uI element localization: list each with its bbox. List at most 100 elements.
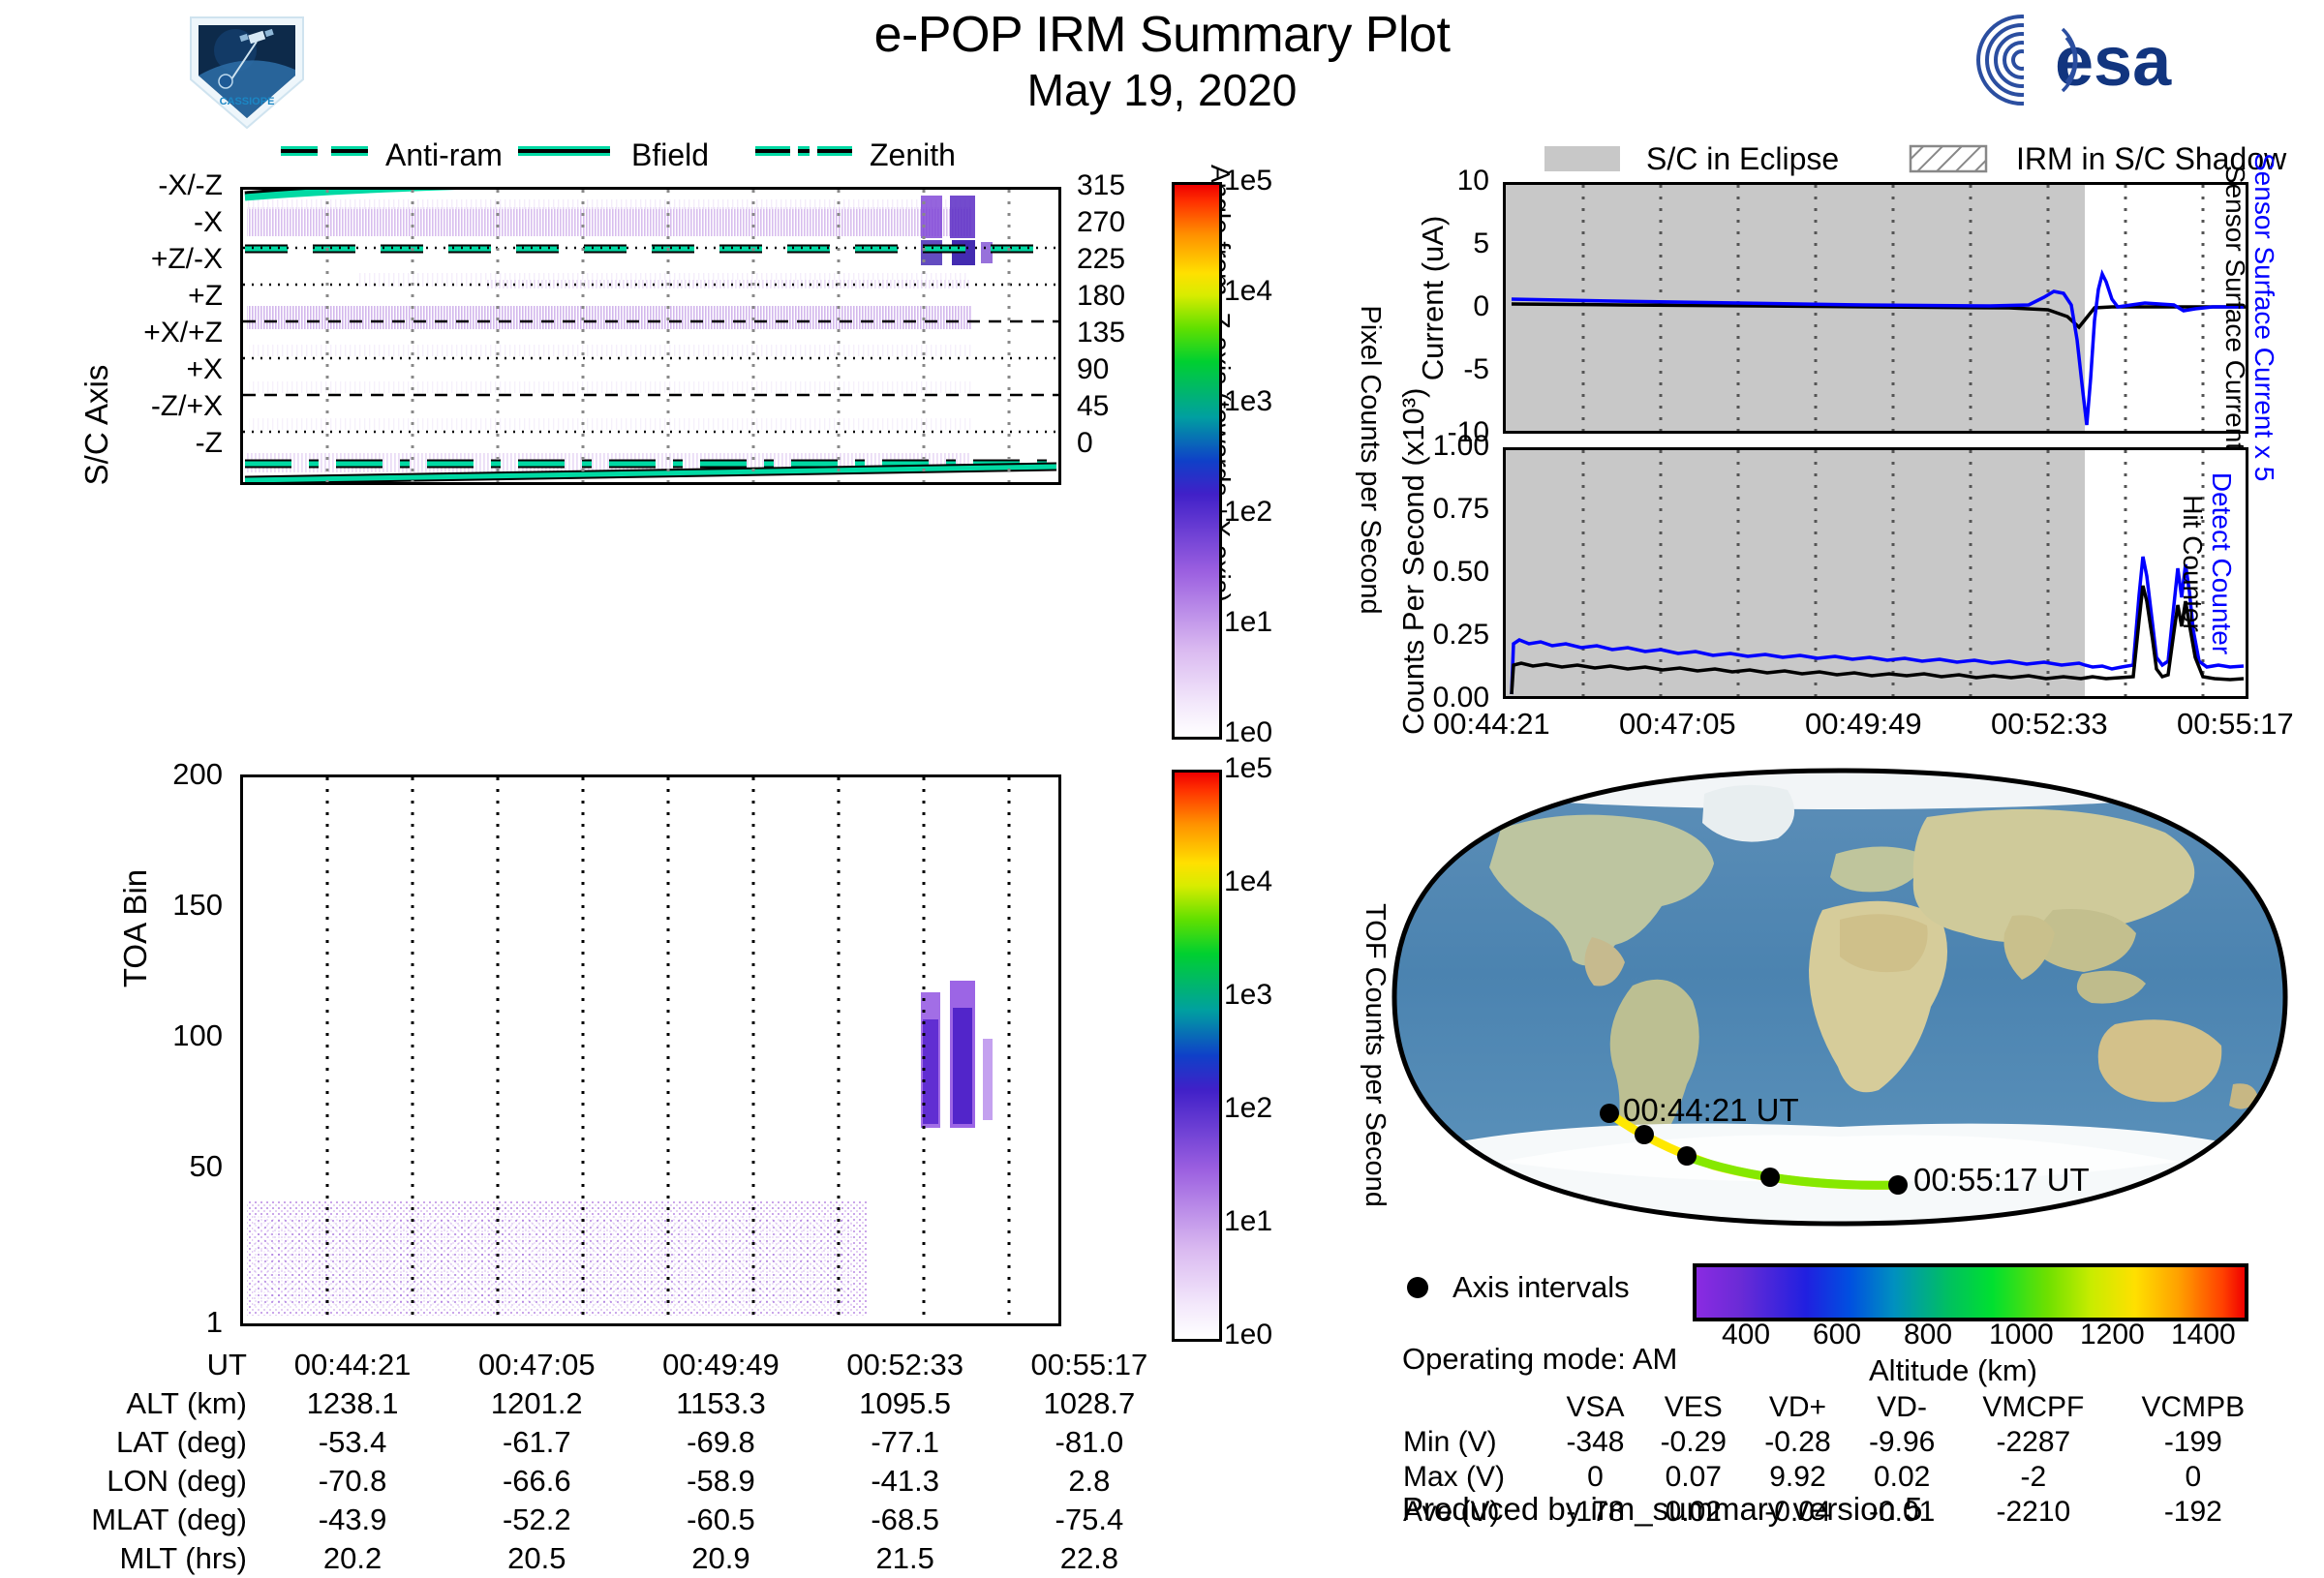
cell: -81.0 [1055,1425,1124,1459]
cell: 21.5 [875,1541,934,1575]
cell: 2.8 [1068,1464,1111,1498]
cell: 20.9 [691,1541,750,1575]
legend-label-bfield: Bfield [631,137,710,172]
ytick-label: 0 [1473,290,1489,322]
axis-interval-marker-icon [1407,1277,1428,1298]
cell: -178 [1566,1496,1625,1528]
cbar-tick: 1e5 [1224,165,1273,197]
cell: -199 [2163,1426,2222,1458]
panel-angle-ytick-labels-right: 315 270 225 180 135 90 45 0 [1077,169,1193,485]
panel-counts-canvas [1506,450,2246,696]
ytick-label: +Z/-X [150,243,223,275]
panel-angle-plot[interactable] [240,187,1061,485]
cell: 1238.1 [306,1386,399,1420]
cell: -75.4 [1055,1502,1124,1536]
altitude-colorbar-label: Altitude (km) [1869,1353,2037,1387]
cell: -60.5 [687,1502,755,1536]
cbar-tick: 1000 [1989,1319,2054,1350]
cell: 22.8 [1059,1541,1119,1575]
table-row: ALT (km) 1238.1 1201.2 1153.3 1095.5 102… [39,1384,1181,1423]
panel-counts-ytick-labels: 1.00 0.75 0.50 0.25 0.00 [1375,430,1495,713]
column-header: VMCPF [1982,1391,2085,1423]
page-title-text: e-POP IRM Summary Plot [873,7,1451,63]
cell: -43.9 [318,1502,387,1536]
legend-item-anti-ram [281,146,368,156]
cell: -58.9 [687,1464,755,1498]
cbar-tick: 1e5 [1224,752,1273,784]
cell: -66.6 [502,1464,571,1498]
table-row: MLT (hrs) 20.2 20.5 20.9 21.5 22.8 [39,1539,1181,1578]
ytick-label: 50 [189,1149,223,1183]
row-label: LON (deg) [107,1464,247,1498]
ground-track-map[interactable] [1385,765,2295,1229]
page-subtitle: May 19, 2020 [0,64,2324,116]
legend-item-bfield [518,146,610,156]
xtick-label: 00:44:21 [1433,707,1550,741]
eclipse-shading [1506,450,2085,696]
ytick-label: 0.25 [1432,619,1489,651]
row-label: MLT (hrs) [119,1541,247,1575]
row-label: UT [206,1348,247,1381]
cell: 1153.3 [676,1386,766,1420]
cbar-tick: 1e4 [1224,275,1273,307]
panel-current-right-label-black-text: Sensor Surface Current [2220,165,2250,451]
cell: 9.92 [1769,1461,1826,1493]
cbar-tick: 1e2 [1224,496,1273,528]
cell: -192 [2163,1496,2222,1528]
cell: 20.5 [507,1541,566,1575]
legend-item-zenith [755,146,852,156]
cell: -70.8 [318,1464,387,1498]
cell: 0.02 [1665,1496,1722,1528]
ytick-label: 315 [1077,169,1126,201]
legend-label-zenith: Zenith [870,137,956,172]
ytick-label: 0.50 [1432,556,1489,588]
cbar-tick: 600 [1813,1319,1862,1350]
cell: -68.5 [871,1502,939,1536]
cell: -69.8 [687,1425,755,1459]
cbar-tick: 1e2 [1224,1092,1273,1124]
map-start-label: 00:44:21 UT [1623,1092,1799,1128]
ytick-label: +Z [188,280,223,312]
cbar-tick: 1e1 [1224,606,1273,638]
cell: 1028.7 [1043,1386,1136,1420]
altitude-colorbar [1693,1263,2248,1321]
colorbar-pixel-counts-ticklabels: 1e5 1e4 1e3 1e2 1e1 1e0 [1224,165,1350,748]
cell: -348 [1566,1426,1625,1458]
cbar-tick: 400 [1722,1319,1771,1350]
panel-current-right-label-black: Sensor Surface Current [2080,153,2324,463]
ytick-label: +X/+Z [143,317,223,349]
panel-counts-right-label-black: Hit Counter [2066,438,2318,689]
panel-counts-right-label-black-text: Hit Counter [2178,495,2208,632]
cassiope-logo: CASSIOPE [179,10,315,136]
cell: 0.07 [1665,1461,1722,1493]
panel-counts-plot[interactable] [1503,447,2248,699]
ytick-label: 10 [1456,165,1489,197]
cbar-tick: 1e4 [1224,865,1273,897]
table-row: UT 00:44:21 00:47:05 00:49:49 00:52:33 0… [39,1346,1181,1384]
legend-right [1544,140,2280,179]
cell: -53.4 [318,1425,387,1459]
cell: 0.02 [1873,1461,1931,1493]
cell: 0 [2185,1461,2202,1493]
ytick-label: 100 [172,1018,223,1052]
ytick-label: 0.75 [1432,493,1489,525]
cbar-tick: 1e1 [1224,1205,1273,1237]
cell: 1095.5 [859,1386,952,1420]
voltage-table: VSA VES VD+ VD- VMCPF VCMPB Min (V) -348… [1402,1390,2274,1530]
colorbar-tof-counts-ticklabels: 1e5 1e4 1e3 1e2 1e1 1e0 [1224,752,1350,1350]
map-border [1391,768,2288,1227]
legend-label-eclipse: S/C in Eclipse [1646,141,1840,176]
panel-toa-plot[interactable] [240,774,1061,1326]
xtick-label: 00:52:33 [1991,707,2108,741]
ytick-label: -5 [1463,353,1489,385]
column-header: VES [1664,1391,1723,1423]
panel-current-plot[interactable] [1503,182,2248,434]
map-canvas [1391,768,2288,1227]
ytick-label: 135 [1077,317,1126,349]
cell: -2 [2020,1461,2047,1493]
ytick-label: 180 [1077,280,1126,312]
cell: 00:47:05 [477,1348,596,1381]
ytick-label: -X/-Z [158,169,223,201]
footer-produced-by: Produced by irm_summary version 5 [1402,1491,1923,1527]
cell: -52.2 [502,1502,571,1536]
